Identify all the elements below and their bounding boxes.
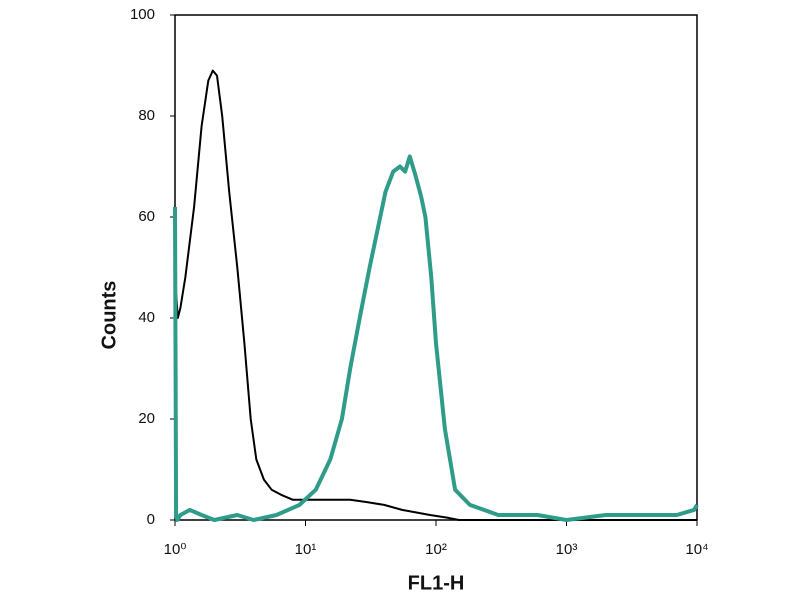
y-tick-label: 100	[130, 6, 155, 23]
x-tick-label: 10³	[556, 541, 578, 558]
y-tick-label: 40	[138, 309, 155, 326]
x-tick-label: 10⁴	[685, 541, 708, 558]
x-tick-label: 10¹	[295, 541, 317, 558]
y-tick-label: 80	[138, 107, 155, 124]
series-line	[173, 154, 699, 522]
y-tick-label: 20	[138, 410, 155, 427]
x-axis-label: FL1-H	[408, 572, 465, 594]
y-tick-label: 60	[138, 208, 155, 225]
y-axis-label: Counts	[98, 281, 120, 350]
y-tick-label: 0	[147, 511, 155, 528]
x-tick-label: 10²	[425, 541, 447, 558]
x-tick-label: 10⁰	[164, 541, 187, 558]
series-line	[174, 69, 697, 521]
